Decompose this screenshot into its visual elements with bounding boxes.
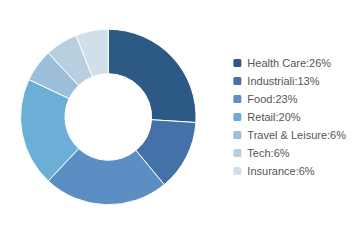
svg-text:Health Care:26%: Health Care:26% bbox=[247, 57, 331, 69]
svg-text:Food:23%: Food:23% bbox=[247, 93, 297, 105]
svg-text:Insurance:6%: Insurance:6% bbox=[247, 165, 314, 177]
svg-text:Industriali:13%: Industriali:13% bbox=[247, 75, 319, 87]
svg-text:Tech:6%: Tech:6% bbox=[247, 147, 289, 159]
svg-text:Travel & Leisure:6%: Travel & Leisure:6% bbox=[247, 129, 346, 141]
svg-text:Retail:20%: Retail:20% bbox=[247, 111, 300, 123]
